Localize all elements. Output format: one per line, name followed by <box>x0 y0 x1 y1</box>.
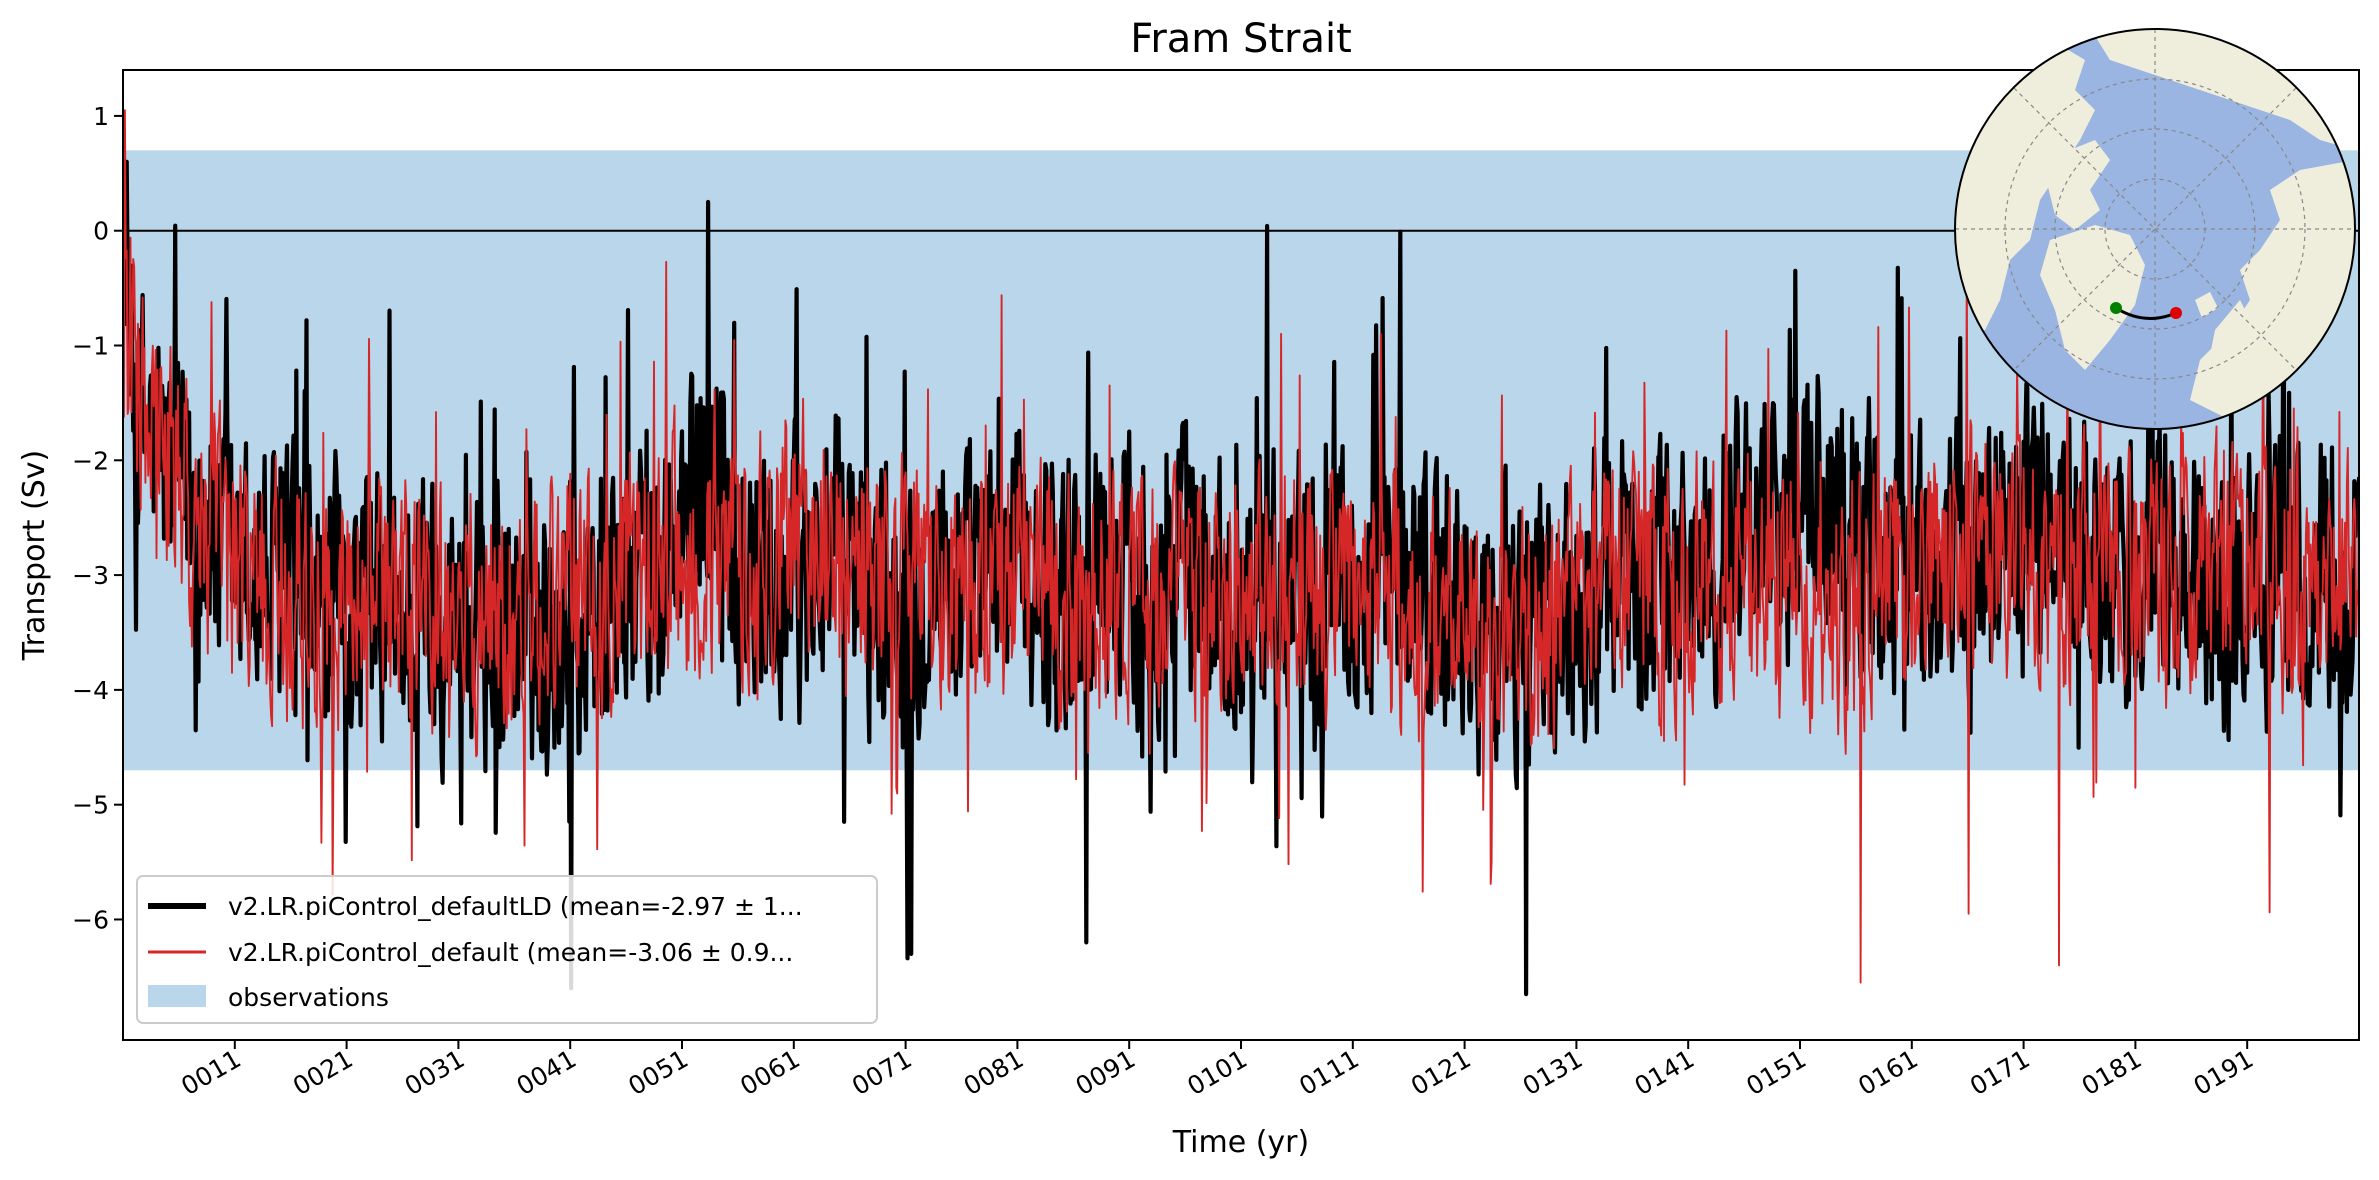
x-axis-label: Time (yr) <box>1172 1125 1309 1160</box>
legend: v2.LR.piControl_defaultLD (mean=-2.97 ± … <box>136 875 878 1024</box>
y-tick-label: −1 <box>72 332 109 361</box>
x-tick-label: 0181 <box>2077 1044 2147 1101</box>
x-tick-label: 0071 <box>847 1044 917 1101</box>
map-transect-start-marker <box>2110 302 2122 314</box>
map-land-north-america <box>1955 45 2095 340</box>
series-line-default <box>123 109 2359 984</box>
x-tick-label: 0111 <box>1294 1044 1364 1101</box>
legend-label-observations: observations <box>228 983 389 1012</box>
y-tick-label: −4 <box>72 676 109 705</box>
x-tick-label: 0011 <box>176 1044 246 1101</box>
legend-label-defaultLD: v2.LR.piControl_defaultLD (mean=-2.97 ± … <box>228 892 803 921</box>
map-border <box>1954 28 2356 430</box>
x-tick-label: 0121 <box>1406 1044 1476 1101</box>
y-tick-label: 0 <box>93 217 109 246</box>
map-land-eurasia-north <box>2090 29 2355 150</box>
series-layer <box>123 109 2359 997</box>
y-axis: 1 0 −1 −2 −3 −4 −5 −6 <box>72 102 123 934</box>
map-graticule <box>1955 29 2355 429</box>
chart-title: Fram Strait <box>1130 16 1352 62</box>
legend-swatch-observations <box>148 985 206 1007</box>
x-tick-label: 0051 <box>623 1044 693 1101</box>
series-line-defaultLD <box>123 159 2359 997</box>
x-tick-label: 0061 <box>735 1044 805 1101</box>
x-tick-label: 0191 <box>2189 1044 2259 1101</box>
y-tick-label: −6 <box>72 905 109 934</box>
y-axis-label: Transport (Sv) <box>17 450 52 662</box>
x-tick-label: 0041 <box>512 1044 582 1101</box>
y-tick-label: −5 <box>72 791 109 820</box>
y-tick-label: −2 <box>72 446 109 475</box>
x-tick-label: 0151 <box>1741 1044 1811 1101</box>
x-tick-label: 0171 <box>1965 1044 2035 1101</box>
y-tick-label: −3 <box>72 561 109 590</box>
x-tick-label: 0101 <box>1182 1044 1252 1101</box>
x-tick-label: 0131 <box>1518 1044 1588 1101</box>
legend-box <box>136 875 878 1024</box>
legend-label-default: v2.LR.piControl_default (mean=-3.06 ± 0.… <box>228 938 793 967</box>
x-tick-label: 0031 <box>400 1044 470 1101</box>
x-tick-label: 0141 <box>1630 1044 1700 1101</box>
x-tick-label: 0021 <box>288 1044 358 1101</box>
x-axis: 0011 0021 0031 0041 0051 0061 0071 0081 0091 0101… <box>176 1040 2258 1101</box>
map-land-canadian-archipelago <box>2045 140 2110 230</box>
x-tick-label: 0091 <box>1071 1044 1141 1101</box>
x-tick-label: 0161 <box>1853 1044 1923 1101</box>
map-transect-line <box>2115 306 2177 320</box>
y-tick-label: 1 <box>93 102 109 131</box>
map-land-greenland <box>2040 225 2145 370</box>
map-land-scandinavia <box>2205 300 2255 395</box>
inset-polar-map <box>1954 28 2356 430</box>
map-transect-end-marker <box>2170 307 2182 319</box>
x-tick-label: 0081 <box>959 1044 1029 1101</box>
